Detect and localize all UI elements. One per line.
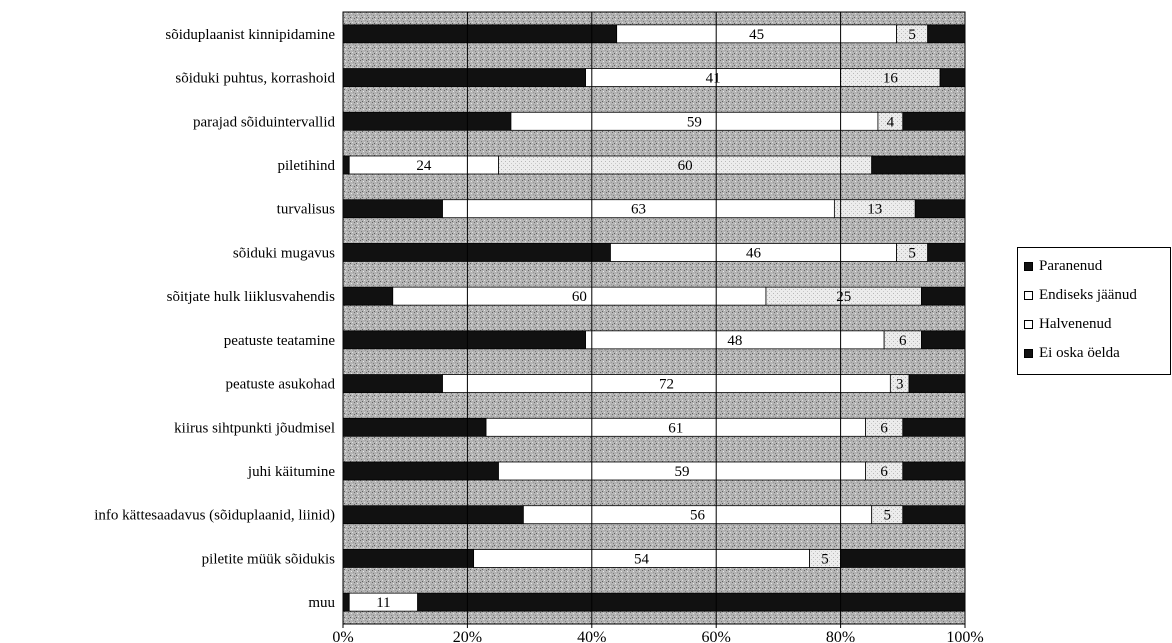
data-label: 56 xyxy=(690,508,706,524)
data-label: 60 xyxy=(572,289,587,305)
legend-item: Ei oska öelda xyxy=(1024,339,1170,368)
category-label: kiirus sihtpunkti jõudmisel xyxy=(174,420,335,436)
legend-swatch xyxy=(1024,349,1033,358)
data-label: 25 xyxy=(836,289,851,305)
bar-segment xyxy=(417,592,966,612)
data-label: 5 xyxy=(884,508,892,524)
bar-segment xyxy=(871,155,966,175)
data-label: 63 xyxy=(631,202,646,218)
category-label: juhi käitumine xyxy=(247,464,335,480)
category-label: parajad sõiduintervallid xyxy=(193,114,336,130)
bar-segment xyxy=(908,374,966,393)
data-label: 59 xyxy=(674,464,689,480)
legend-swatch xyxy=(1024,262,1033,271)
data-labels-layer: 45 5 41 16 59 4 24 60 63 13 46 5 60 25 48 6 72 3 61 6 59 6 56 5… xyxy=(376,27,916,611)
data-label: 54 xyxy=(634,551,650,567)
bar-segment xyxy=(342,24,618,44)
data-label: 24 xyxy=(416,158,432,174)
plot-background xyxy=(342,11,966,625)
legend-item: Paranenud xyxy=(1024,252,1170,281)
legend-swatch xyxy=(1024,320,1033,329)
category-label: sõitjate hulk liiklusvahendis xyxy=(167,289,335,305)
bar-segment xyxy=(342,111,512,131)
data-label: 72 xyxy=(659,377,674,393)
bar-segment xyxy=(927,243,966,262)
category-label: turvalisus xyxy=(277,202,335,218)
data-label: 46 xyxy=(746,245,762,261)
bar-segment xyxy=(342,592,350,612)
legend-label: Ei oska öelda xyxy=(1039,345,1120,361)
data-label: 4 xyxy=(887,114,895,130)
bar-segment xyxy=(921,330,966,350)
bar-segment xyxy=(902,111,966,131)
x-tick-label: 80% xyxy=(826,629,855,643)
x-axis-ticks: 0% 20% 40% 60% 80% 100% xyxy=(332,624,984,643)
data-label: 45 xyxy=(749,27,764,43)
data-label: 6 xyxy=(880,464,888,480)
data-label: 59 xyxy=(687,114,702,130)
bar-segment xyxy=(342,155,350,175)
x-tick-label: 0% xyxy=(332,629,353,643)
bars-layer xyxy=(342,24,966,612)
legend-label: Endiseks jäänud xyxy=(1039,287,1137,303)
data-label: 61 xyxy=(668,420,683,436)
category-label: sõiduplaanist kinnipidamine xyxy=(165,27,335,43)
data-label: 41 xyxy=(706,71,721,87)
x-tick-label: 20% xyxy=(453,629,482,643)
bar-segment xyxy=(927,24,966,44)
data-label: 5 xyxy=(908,27,916,43)
category-label: piletihind xyxy=(278,158,336,174)
data-label: 48 xyxy=(727,333,742,349)
bar-segment xyxy=(914,199,966,219)
bar-segment xyxy=(342,374,443,393)
bar-segment xyxy=(342,330,586,350)
x-tick-label: 60% xyxy=(702,629,731,643)
category-label: peatuste asukohad xyxy=(225,377,335,393)
legend-label: Paranenud xyxy=(1039,258,1103,274)
legend-item: Halvenenud xyxy=(1024,310,1170,339)
category-label: piletite müük sõidukis xyxy=(202,551,335,567)
category-labels: sõiduplaanist kinnipidamine sõiduki puhtu… xyxy=(94,27,335,611)
bar-segment xyxy=(840,549,966,568)
bar-segment xyxy=(342,243,611,262)
bar-segment xyxy=(342,417,487,437)
category-label: sõiduki mugavus xyxy=(233,245,335,261)
data-label: 16 xyxy=(883,71,899,87)
legend: Paranenud Endiseks jäänud Halvenenud Ei osk… xyxy=(1017,247,1171,375)
bar-segment xyxy=(342,549,475,568)
bar-segment xyxy=(342,68,586,87)
legend-item: Endiseks jäänud xyxy=(1024,281,1170,310)
data-label: 60 xyxy=(678,158,693,174)
category-label: peatuste teatamine xyxy=(224,333,336,349)
bar-segment xyxy=(342,286,394,306)
bar-segment xyxy=(939,68,966,87)
data-label: 6 xyxy=(899,333,907,349)
category-label: muu xyxy=(308,595,335,611)
data-label: 3 xyxy=(896,377,904,393)
bar-segment xyxy=(902,505,966,525)
bar-segment xyxy=(921,286,966,306)
data-label: 6 xyxy=(880,420,888,436)
x-tick-label: 40% xyxy=(577,629,606,643)
bar-segment xyxy=(342,461,499,481)
category-label: info kättesaadavus (sõiduplaanid, liinid… xyxy=(94,508,335,524)
x-tick-label: 100% xyxy=(946,629,983,643)
gridlines xyxy=(466,12,842,624)
bar-segment xyxy=(902,417,966,437)
legend-swatch xyxy=(1024,291,1033,300)
bar-segment xyxy=(342,505,524,525)
data-label: 11 xyxy=(376,595,390,611)
bar-segment xyxy=(342,199,443,219)
bar-segment xyxy=(902,461,966,481)
plot-area xyxy=(342,11,966,625)
data-label: 5 xyxy=(821,551,829,567)
legend-label: Halvenenud xyxy=(1039,316,1112,332)
data-label: 5 xyxy=(908,245,916,261)
data-label: 13 xyxy=(867,202,882,218)
category-label: sõiduki puhtus, korrashoid xyxy=(175,71,335,87)
